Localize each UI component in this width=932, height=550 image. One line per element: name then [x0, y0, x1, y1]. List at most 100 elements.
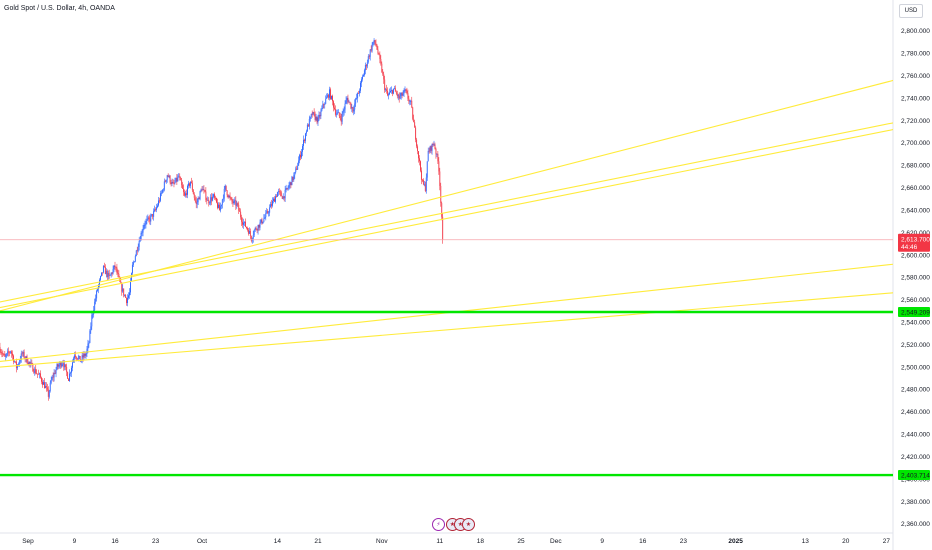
candle [204, 190, 206, 192]
y-tick-label: 2,740.000 [901, 95, 930, 102]
candle [344, 103, 346, 110]
candle [233, 200, 235, 204]
candle [172, 182, 174, 184]
candle [384, 79, 386, 90]
candle [188, 183, 190, 186]
candle [164, 181, 166, 183]
candle [263, 218, 265, 222]
candle [271, 204, 273, 206]
candle [441, 203, 443, 217]
candle [372, 41, 374, 45]
candle [403, 89, 405, 94]
candle [90, 326, 92, 331]
lightning-icon[interactable]: ⚡ [432, 518, 445, 531]
candle [38, 373, 40, 375]
candle [435, 148, 437, 155]
candle [373, 40, 375, 42]
candle [382, 71, 384, 75]
candle [408, 98, 410, 102]
candle [155, 209, 157, 211]
candle [39, 373, 41, 375]
candles [0, 38, 444, 401]
candle [391, 90, 392, 91]
candle [383, 74, 385, 80]
candle [243, 222, 245, 225]
candle [324, 103, 326, 105]
candle [420, 161, 421, 171]
y-tick-label: 2,680.000 [901, 163, 930, 170]
y-tick-label: 2,780.000 [901, 51, 930, 58]
candle [364, 65, 366, 71]
candle [18, 361, 20, 365]
candle [414, 122, 416, 128]
candle [125, 295, 127, 298]
currency-button[interactable]: USD [899, 4, 923, 18]
candle [176, 177, 178, 181]
candle [214, 194, 216, 198]
current-price-tag [898, 233, 930, 252]
candle [424, 184, 426, 192]
candle [223, 188, 225, 199]
candle [57, 364, 59, 367]
candle [139, 240, 141, 242]
candle [59, 362, 61, 366]
candle [399, 96, 401, 99]
candle [404, 89, 406, 91]
candle [222, 198, 224, 200]
candle [298, 160, 300, 166]
y-tick-label: 2,480.000 [901, 387, 930, 394]
y-tick-label: 2,420.000 [901, 454, 930, 461]
candle [255, 227, 257, 230]
candle [342, 111, 344, 114]
candle [136, 250, 138, 252]
candle [428, 150, 430, 152]
chart-title[interactable]: Gold Spot / U.S. Dollar, 4h, OANDA [4, 5, 115, 12]
candle [369, 49, 371, 57]
x-tick-label: 2025 [728, 538, 743, 545]
candle [300, 154, 302, 158]
candle [51, 376, 53, 380]
candle [217, 204, 219, 208]
candle [266, 211, 268, 214]
candle [210, 197, 212, 203]
candle [236, 203, 238, 206]
us-flag-icon[interactable]: ★ [462, 518, 475, 531]
x-tick-label: 11 [436, 538, 443, 545]
candle [318, 115, 320, 118]
candle [207, 199, 209, 201]
candle [307, 124, 309, 127]
x-tick-label: Nov [376, 538, 388, 545]
y-tick-label: 2,620.000 [901, 230, 930, 237]
candle [213, 194, 215, 197]
candle [41, 377, 42, 382]
candle [199, 191, 201, 200]
candle [347, 97, 349, 103]
candle [221, 199, 223, 205]
candle [124, 295, 126, 296]
candle [360, 82, 361, 91]
candle [211, 197, 213, 201]
candle [98, 284, 100, 290]
candle [304, 133, 306, 141]
candle [286, 188, 288, 190]
candle [436, 153, 438, 155]
candle [390, 90, 391, 93]
candle [134, 256, 136, 262]
trendline [0, 122, 893, 303]
candle [247, 229, 249, 234]
x-tick-label: 27 [883, 538, 891, 545]
candle [407, 93, 409, 99]
candle [389, 92, 390, 95]
candle [206, 199, 208, 201]
candle [117, 273, 119, 274]
candle [246, 226, 247, 229]
candle [440, 186, 442, 204]
candle [33, 371, 35, 373]
candle [345, 100, 347, 104]
y-tick-label: 2,580.000 [901, 275, 930, 282]
candle [326, 97, 328, 99]
candle [269, 207, 271, 213]
candle [241, 217, 243, 222]
candle [193, 194, 195, 198]
